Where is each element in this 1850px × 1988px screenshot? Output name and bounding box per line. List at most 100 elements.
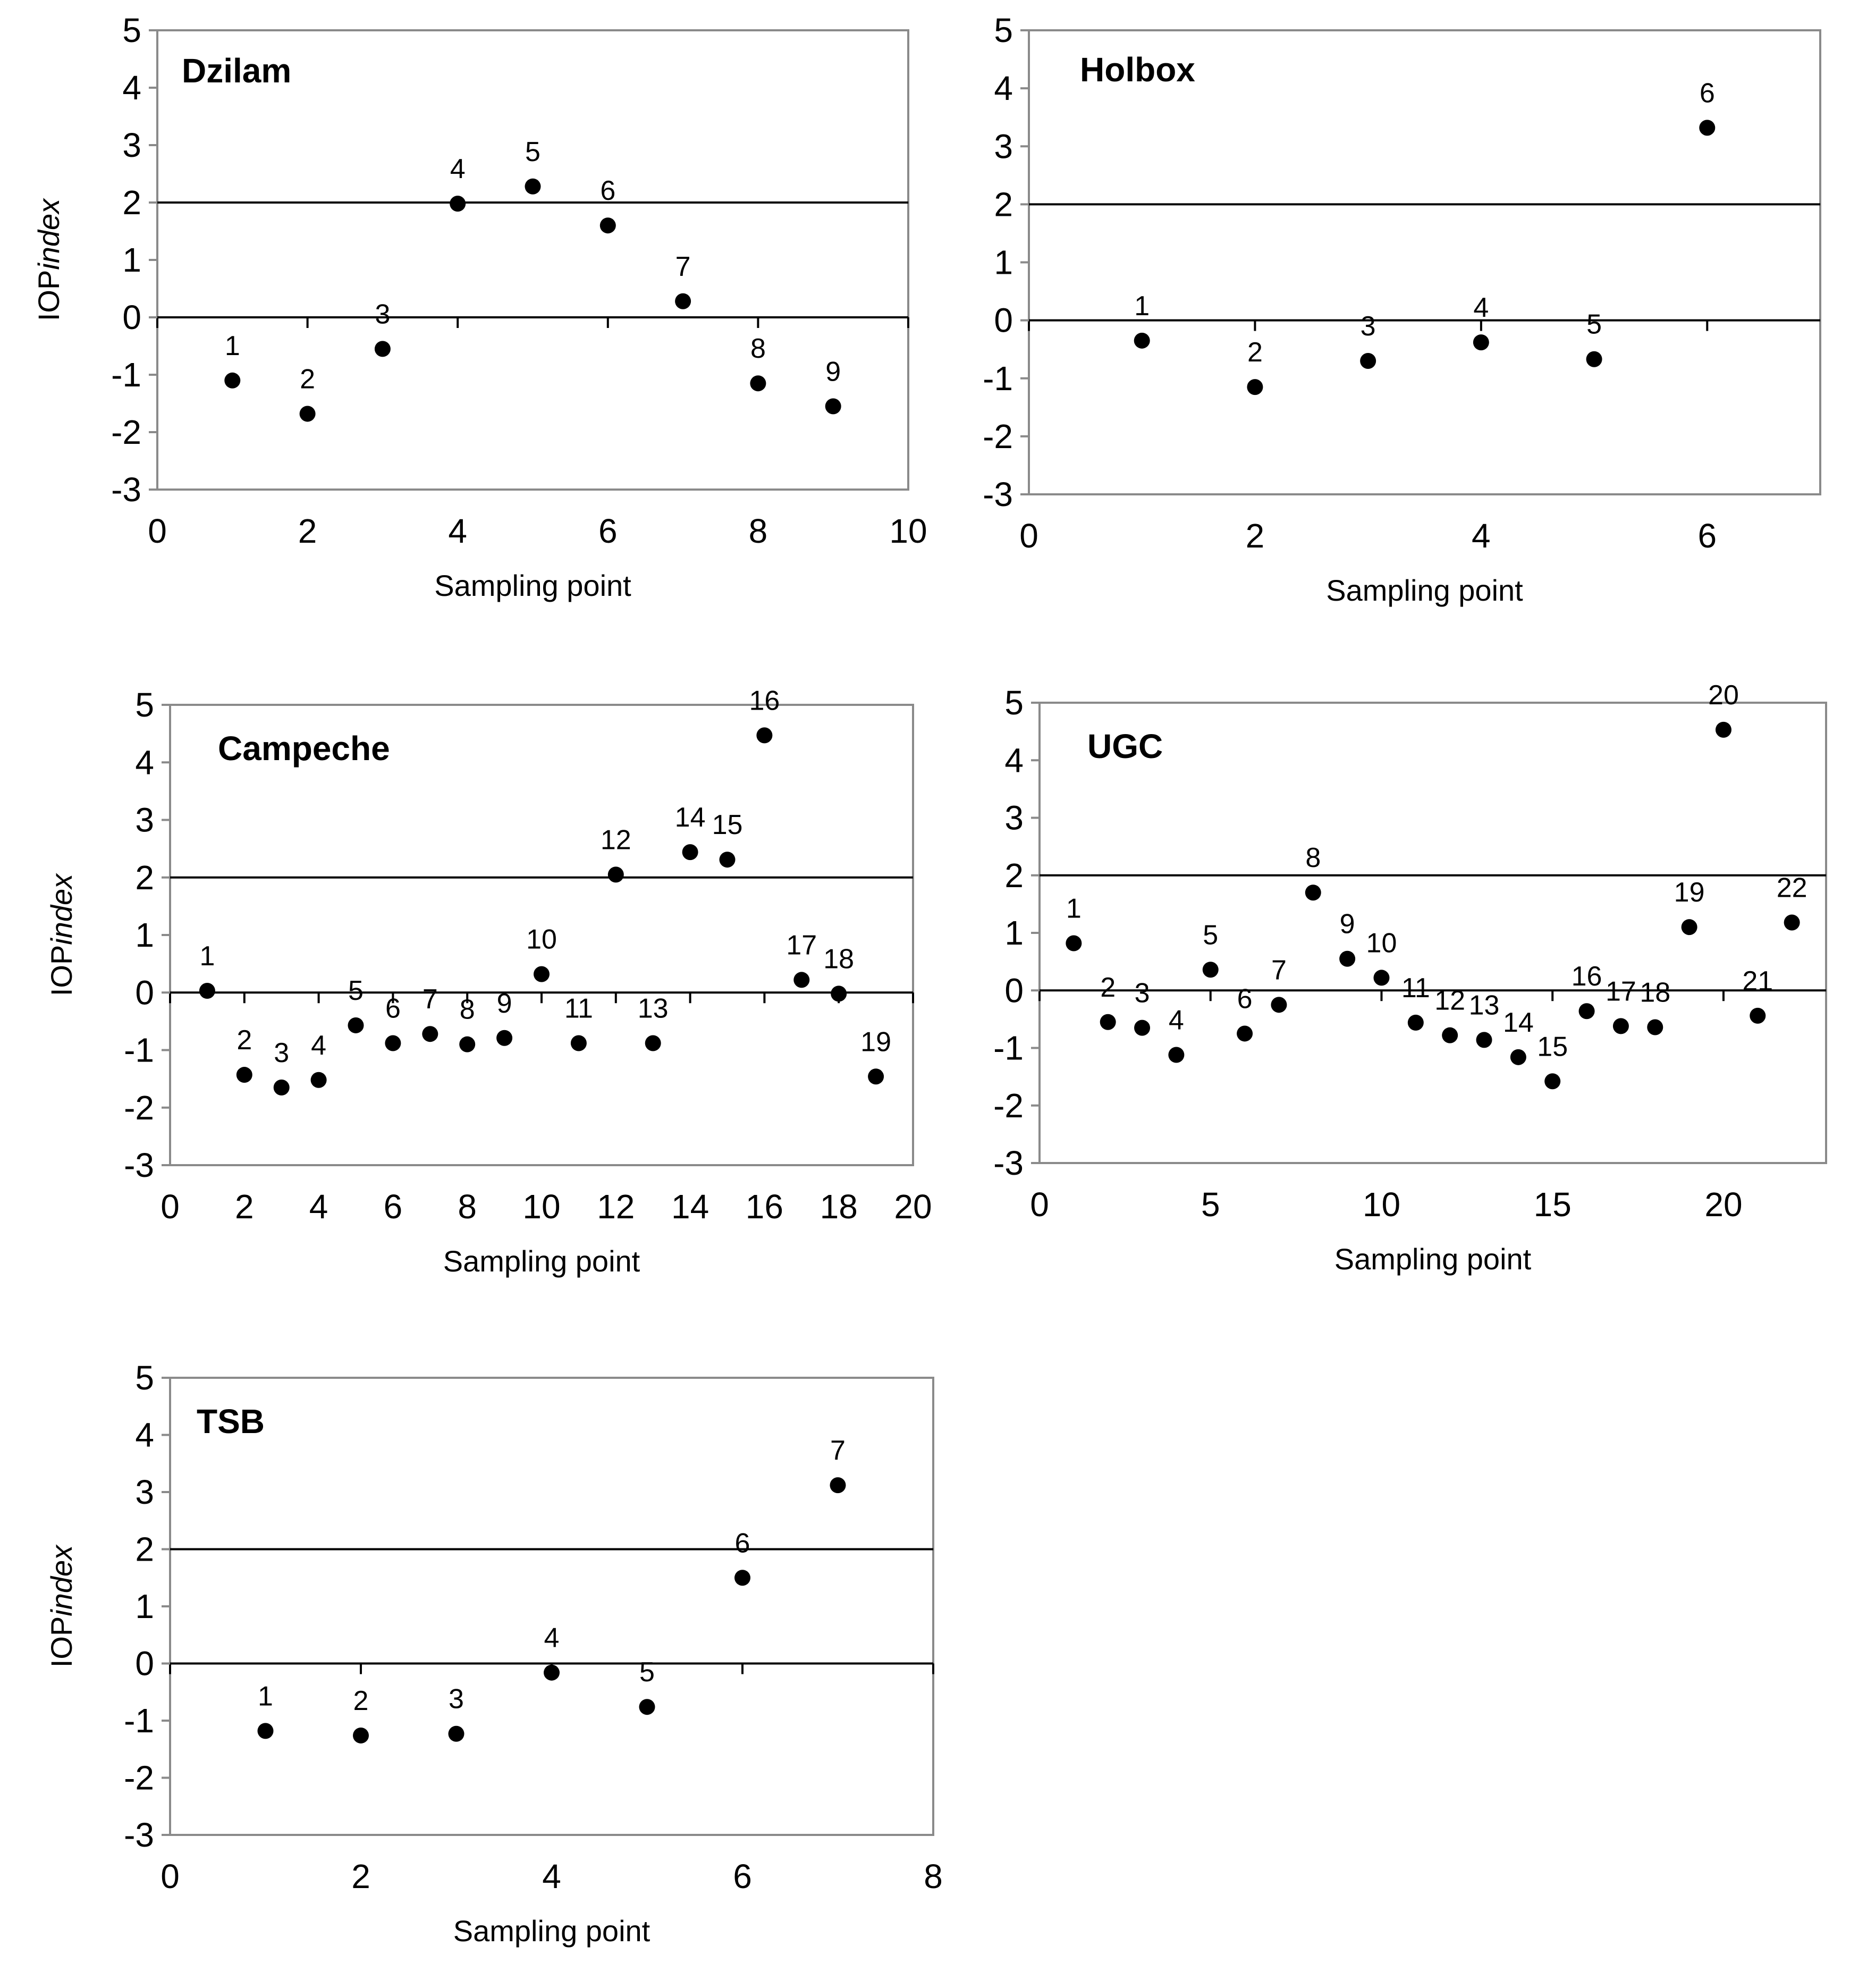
x-tick-label: 6 (384, 1187, 403, 1226)
point-label-6: 6 (735, 1528, 750, 1559)
x-tick-label: 12 (597, 1187, 635, 1226)
point-label-18: 18 (823, 944, 854, 974)
point-label-18: 18 (1640, 978, 1670, 1008)
x-tick-label: 20 (894, 1187, 932, 1226)
data-point-7 (675, 293, 691, 309)
point-label-2: 2 (353, 1686, 369, 1716)
panel-title: UGC (1087, 727, 1163, 765)
y-tick-label: -1 (983, 359, 1013, 398)
x-tick-label: 2 (298, 512, 317, 550)
point-label-6: 6 (385, 993, 401, 1024)
data-point-20 (1715, 721, 1731, 738)
x-tick-label: 6 (1697, 517, 1717, 555)
point-label-11: 11 (564, 993, 593, 1024)
y-axis-title: IOPindex (45, 1544, 78, 1667)
point-label-17: 17 (1606, 976, 1636, 1007)
y-tick-label: -2 (983, 417, 1013, 456)
x-tick-label: 2 (351, 1857, 370, 1896)
data-point-9 (496, 1030, 513, 1046)
data-point-1 (199, 983, 215, 999)
point-label-20: 20 (1708, 680, 1739, 711)
data-point-18 (1647, 1019, 1663, 1035)
point-label-22: 22 (1777, 873, 1807, 904)
point-label-9: 9 (497, 988, 512, 1019)
plot-frame (1038, 702, 1827, 1164)
point-label-2: 2 (236, 1025, 252, 1056)
point-label-5: 5 (525, 137, 540, 167)
y-tick-label: 2 (994, 185, 1013, 223)
data-point-5 (348, 1017, 364, 1033)
y-tick-label: 4 (135, 743, 154, 781)
data-point-6 (1699, 120, 1716, 136)
point-label-3: 3 (1135, 978, 1150, 1009)
x-axis-title: Sampling point (434, 569, 631, 602)
data-point-6 (599, 217, 616, 234)
data-point-3 (1360, 353, 1376, 369)
data-point-4 (544, 1664, 560, 1681)
y-tick-label: 4 (122, 69, 141, 107)
y-tick-label: -3 (983, 475, 1013, 513)
data-point-21 (1750, 1007, 1766, 1024)
y-tick-label: 0 (135, 1645, 154, 1683)
data-point-4 (450, 196, 466, 212)
y-tick-label: 0 (135, 973, 154, 1012)
point-label-7: 7 (1271, 955, 1287, 985)
y-tick-label: 3 (122, 126, 141, 164)
point-label-6: 6 (600, 175, 615, 206)
x-tick-label: 18 (820, 1187, 858, 1226)
point-label-11: 11 (1401, 973, 1430, 1004)
y-tick-label: -1 (111, 356, 141, 394)
data-point-10 (1373, 970, 1390, 986)
data-point-4 (1168, 1047, 1185, 1063)
data-point-12 (1442, 1027, 1458, 1043)
x-axis-title: Sampling point (1334, 1242, 1532, 1276)
y-tick-label: -1 (124, 1031, 154, 1069)
x-tick-label: 0 (160, 1857, 180, 1896)
x-tick-label: 5 (1201, 1185, 1220, 1224)
y-tick-label: 0 (1004, 971, 1024, 1009)
y-tick-label: -1 (124, 1701, 154, 1740)
data-point-3 (448, 1725, 464, 1742)
x-tick-label: 8 (749, 512, 768, 550)
point-label-4: 4 (311, 1030, 326, 1061)
data-point-12 (607, 866, 624, 883)
plot-frame (169, 1377, 934, 1836)
panel-title: TSB (197, 1402, 265, 1441)
panel-tsb: -3 -2 -1 0 1 2 3 4 5 0 2 4 6 8 Sampling point IOPindex T… (45, 1359, 943, 1948)
point-label-8: 8 (750, 333, 766, 364)
panel-dzilam: -3 -2 -1 0 1 2 3 4 5 0 2 4 6 8 10 Sampling point IOPinde… (32, 11, 927, 602)
x-tick-label: 4 (309, 1187, 328, 1226)
data-point-1 (224, 372, 241, 389)
point-label-9: 9 (825, 356, 841, 387)
point-label-8: 8 (1305, 843, 1321, 873)
y-tick-label: 4 (135, 1416, 154, 1454)
data-point-1 (1134, 332, 1150, 349)
data-point-11 (570, 1035, 587, 1051)
y-tick-label: 3 (1004, 799, 1024, 837)
point-label-1: 1 (225, 331, 240, 361)
x-tick-label: 0 (148, 512, 167, 550)
data-point-7 (1271, 997, 1287, 1013)
data-point-5 (525, 178, 541, 195)
data-point-2 (299, 406, 316, 422)
x-tick-label: 0 (1019, 517, 1038, 555)
data-point-2 (1247, 379, 1263, 395)
y-tick-label: 3 (135, 1473, 154, 1511)
x-tick-label: 16 (746, 1187, 783, 1226)
point-label-9: 9 (1340, 909, 1355, 940)
data-point-5 (1202, 962, 1219, 978)
x-tick-label: 4 (448, 512, 467, 550)
data-point-13 (1476, 1032, 1492, 1048)
data-point-3 (273, 1079, 290, 1096)
data-point-15 (1544, 1073, 1561, 1090)
data-point-16 (1578, 1003, 1595, 1020)
data-point-15 (719, 852, 736, 868)
x-tick-label: 20 (1704, 1185, 1742, 1224)
point-label-4: 4 (544, 1623, 560, 1654)
y-tick-label: 5 (122, 11, 141, 49)
x-axis-title: Sampling point (443, 1244, 640, 1278)
y-tick-label: 4 (1004, 741, 1024, 779)
point-label-19: 19 (1674, 877, 1705, 908)
y-tick-label: -2 (993, 1086, 1024, 1125)
